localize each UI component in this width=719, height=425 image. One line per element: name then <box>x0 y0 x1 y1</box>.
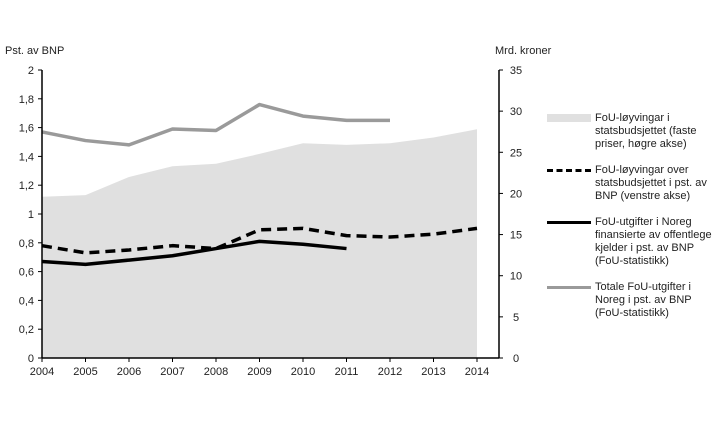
x-tick-label: 2008 <box>204 366 228 378</box>
legend-item: FoU-løyvingar i statsbudsjettet (faste p… <box>547 112 717 151</box>
legend: FoU-løyvingar i statsbudsjettet (faste p… <box>547 112 717 333</box>
left-tick-label: 0 <box>28 353 34 365</box>
x-tick-label: 2011 <box>335 366 359 378</box>
x-tick-label: 2009 <box>247 366 271 378</box>
left-tick-label: 0,8 <box>19 238 34 250</box>
right-tick-label: 15 <box>510 230 522 242</box>
x-tick-label: 2004 <box>30 366 54 378</box>
left-tick-label: 0,2 <box>19 324 34 336</box>
legend-label: FoU-løyvingar over statsbudsjettet i pst… <box>595 164 707 202</box>
x-tick-label: 2010 <box>291 366 315 378</box>
legend-label: Totale FoU-utgifter i Noreg i pst. av BN… <box>595 281 692 319</box>
legend-swatch <box>547 169 591 172</box>
x-tick-label: 2006 <box>117 366 141 378</box>
left-tick-label: 1,6 <box>19 123 34 135</box>
right-tick-label: 30 <box>510 106 522 118</box>
legend-label: FoU-utgifter i Noreg finansierte av offe… <box>595 216 712 267</box>
left-tick-label: 1 <box>28 209 34 221</box>
x-tick-label: 2013 <box>421 366 445 378</box>
right-tick-label: 20 <box>510 188 522 200</box>
x-tick-label: 2014 <box>465 366 489 378</box>
legend-label: FoU-løyvingar i statsbudsjettet (faste p… <box>595 112 697 150</box>
legend-swatch <box>547 286 591 289</box>
x-tick-label: 2007 <box>160 366 184 378</box>
left-tick-label: 1,8 <box>19 94 34 106</box>
series-line-2 <box>41 239 347 267</box>
right-tick-label: 0 <box>513 353 519 365</box>
right-tick-label: 25 <box>510 147 522 159</box>
legend-swatch <box>547 114 591 122</box>
right-tick-label: 35 <box>510 65 522 77</box>
legend-item: FoU-utgifter i Noreg finansierte av offe… <box>547 216 717 268</box>
left-tick-label: 2 <box>28 65 34 77</box>
legend-item: Totale FoU-utgifter i Noreg i pst. av BN… <box>547 281 717 320</box>
right-axis-label: Mrd. kroner <box>495 45 552 57</box>
right-tick-label: 5 <box>513 312 519 324</box>
series-line-1 <box>41 226 478 255</box>
left-tick-label: 1,4 <box>19 151 34 163</box>
legend-swatch <box>547 221 591 224</box>
legend-item: FoU-løyvingar over statsbudsjettet i pst… <box>547 164 717 203</box>
left-tick-label: 0,4 <box>19 295 34 307</box>
left-tick-label: 0,6 <box>19 267 34 279</box>
series-area-0 <box>42 129 477 358</box>
left-axis-label: Pst. av BNP <box>5 45 64 57</box>
right-tick-label: 10 <box>510 271 522 283</box>
left-tick-label: 1,2 <box>19 180 34 192</box>
x-tick-label: 2012 <box>378 366 402 378</box>
x-tick-label: 2005 <box>73 366 97 378</box>
series-line-3 <box>41 102 390 147</box>
